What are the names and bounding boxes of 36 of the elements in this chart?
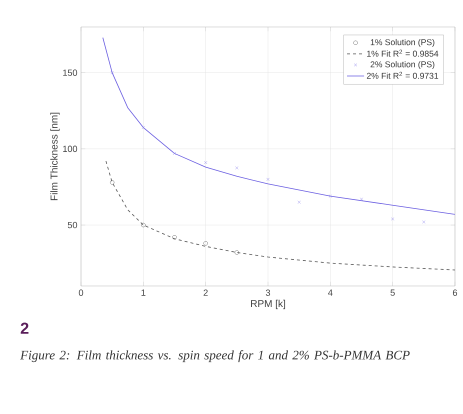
point bbox=[204, 160, 208, 164]
y-tick-label: 50 bbox=[68, 222, 78, 228]
point bbox=[422, 220, 426, 224]
point bbox=[110, 180, 114, 185]
x-tick-label: 4 bbox=[328, 290, 333, 296]
point bbox=[141, 222, 146, 228]
point bbox=[298, 200, 301, 204]
x-axis-title: RPM [k] bbox=[251, 300, 286, 310]
x-tick-label: 5 bbox=[390, 290, 395, 296]
y-tick-label: 150 bbox=[63, 70, 78, 76]
x-tick-label: 0 bbox=[78, 290, 84, 296]
legend-label: 2% Fit R$^{2}$ = 0.9731 bbox=[366, 72, 438, 79]
x-tick-label: 1 bbox=[142, 290, 146, 296]
point bbox=[235, 166, 238, 170]
legend-label: 1% Fit R$^{2}$ = 0.9854 bbox=[367, 50, 438, 57]
point bbox=[172, 152, 176, 156]
legend-label: 1% Solution (PS) bbox=[370, 38, 434, 47]
caption: Figure 2: Film thickness vs. spin speed for 1 and 2% PS-b-PMMA BCP bbox=[20, 350, 410, 362]
point bbox=[360, 198, 364, 201]
y-axis-title: Film Thickness [nm] bbox=[50, 112, 60, 200]
y-tick-label: 100 bbox=[63, 146, 78, 152]
text: 2 bbox=[20, 322, 28, 334]
point bbox=[234, 250, 240, 255]
point bbox=[172, 235, 177, 240]
point bbox=[266, 178, 270, 181]
point bbox=[391, 217, 394, 221]
line-series bbox=[102, 37, 455, 215]
point bbox=[328, 194, 332, 198]
point bbox=[142, 126, 145, 130]
point bbox=[203, 241, 208, 246]
line-series bbox=[106, 160, 455, 270]
x-tick-label: 3 bbox=[266, 290, 270, 296]
x-tick-label: 2 bbox=[204, 290, 208, 296]
x-tick-label: 6 bbox=[452, 290, 458, 296]
legend-label: 2% Solution (PS) bbox=[370, 61, 434, 70]
point bbox=[110, 71, 114, 74]
